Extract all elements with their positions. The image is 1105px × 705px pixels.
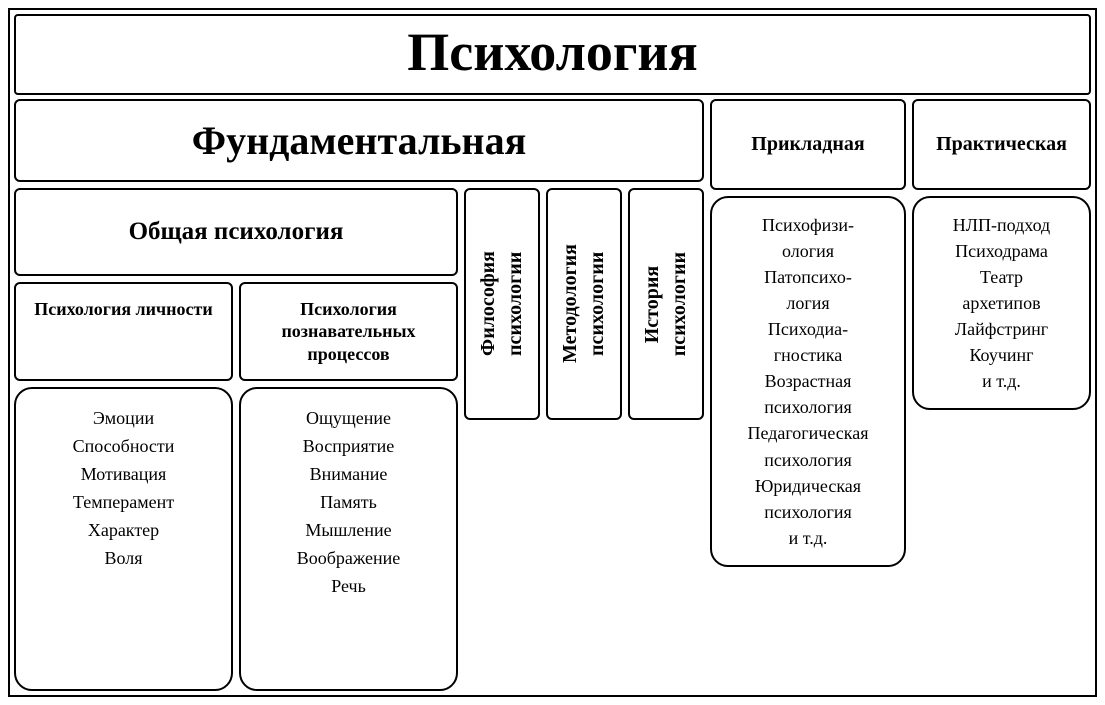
diagram-outer: Психология Фундаментальная Общая психоло… — [8, 8, 1097, 697]
list-item: Лайфстринг — [924, 316, 1079, 342]
label-philosophy: Философия психологии — [475, 251, 529, 356]
col-practical: Практическая НЛП-подходПсиходрамаТеатр а… — [912, 99, 1091, 691]
list-item: Ощущение — [249, 405, 448, 433]
header-practical: Практическая — [912, 99, 1091, 190]
list-item: Характер — [24, 517, 223, 545]
list-item: Психодрама — [924, 238, 1079, 264]
list-item: Патопсихо- логия — [722, 264, 894, 316]
col-methodology: Методология психологии — [546, 188, 622, 420]
col-general: Общая психология Психология личности Пси… — [14, 188, 458, 691]
list-item: Речь — [249, 573, 448, 601]
header-cognitive: Психология познавательных процессов — [239, 282, 458, 382]
col-fundamental: Фундаментальная Общая психология Психоло… — [14, 99, 704, 691]
label-methodology: Методология психологии — [557, 244, 611, 363]
list-item: Юридическая психология и т.д. — [722, 473, 894, 551]
diagram-title: Психология — [14, 14, 1091, 95]
list-item: Психофизи- ология — [722, 212, 894, 264]
list-item: Память — [249, 489, 448, 517]
header-personality: Психология личности — [14, 282, 233, 382]
list-item: Способности — [24, 433, 223, 461]
list-item: Театр архетипов — [924, 264, 1079, 316]
col-applied: Прикладная Психофизи- ологияПатопсихо- л… — [710, 99, 906, 691]
list-item: Мышление — [249, 517, 448, 545]
list-item: Педагогическая психология — [722, 420, 894, 472]
list-item: Психодиа- гностика — [722, 316, 894, 368]
list-item: Восприятие — [249, 433, 448, 461]
list-item: Мотивация — [24, 461, 223, 489]
list-item: Возрастная психология — [722, 368, 894, 420]
list-item: Эмоции — [24, 405, 223, 433]
col-history: История психологии — [628, 188, 704, 420]
fundamental-body: Общая психология Психология личности Пси… — [14, 188, 704, 691]
header-general-psych: Общая психология — [14, 188, 458, 276]
header-fundamental: Фундаментальная — [14, 99, 704, 182]
list-item: НЛП-подход — [924, 212, 1079, 238]
label-history: История психологии — [639, 252, 693, 356]
list-personality: ЭмоцииСпособностиМотивацияТемпераментХар… — [14, 387, 233, 691]
leaf-row: ЭмоцииСпособностиМотивацияТемпераментХар… — [14, 387, 458, 691]
list-item: Коучинг и т.д. — [924, 342, 1079, 394]
list-practical: НЛП-подходПсиходрамаТеатр архетиповЛайфс… — [912, 196, 1091, 411]
list-cognitive: ОщущениеВосприятиеВниманиеПамятьМышление… — [239, 387, 458, 691]
col-philosophy: Философия психологии — [464, 188, 540, 420]
sub-headers-row: Психология личности Психология познавате… — [14, 282, 458, 382]
list-item: Воля — [24, 545, 223, 573]
header-applied: Прикладная — [710, 99, 906, 190]
list-item: Внимание — [249, 461, 448, 489]
main-row: Фундаментальная Общая психология Психоло… — [14, 99, 1091, 691]
list-applied: Психофизи- ологияПатопсихо- логияПсиходи… — [710, 196, 906, 567]
list-item: Воображение — [249, 545, 448, 573]
list-item: Темперамент — [24, 489, 223, 517]
